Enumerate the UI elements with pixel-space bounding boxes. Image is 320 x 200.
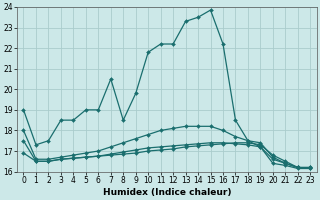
X-axis label: Humidex (Indice chaleur): Humidex (Indice chaleur): [103, 188, 231, 197]
